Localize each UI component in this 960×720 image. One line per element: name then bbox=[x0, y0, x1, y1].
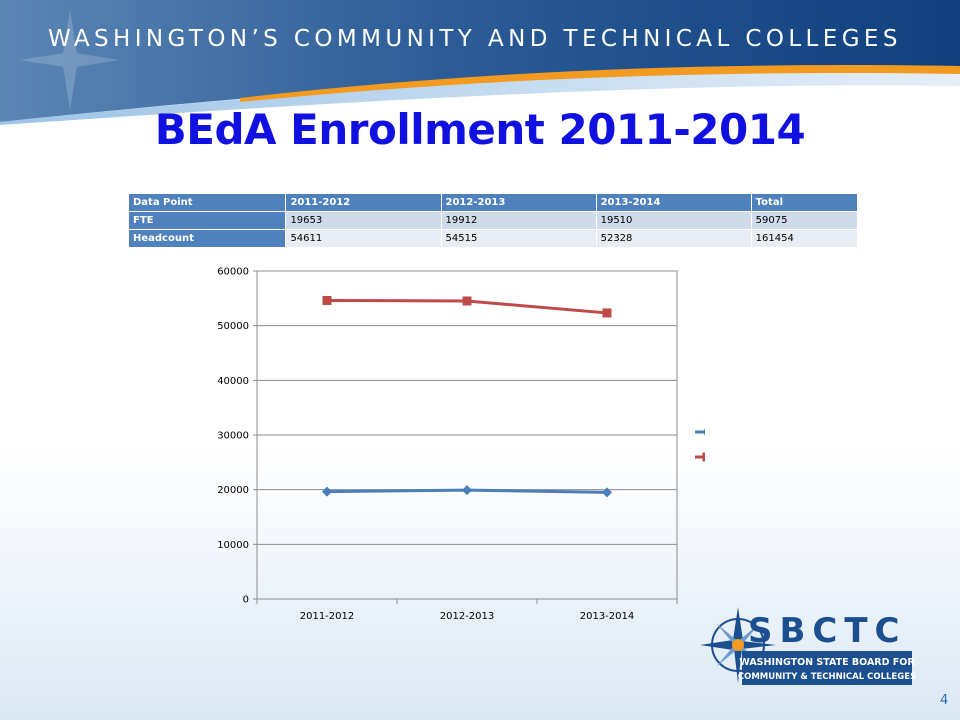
legend-marker bbox=[702, 429, 705, 435]
table-cell: 52328 bbox=[595, 229, 752, 248]
table-header-cell: 2012-2013 bbox=[440, 193, 597, 212]
y-tick-label: 50000 bbox=[217, 321, 249, 332]
table-header-cell: 2013-2014 bbox=[595, 193, 752, 212]
table-cell: 161454 bbox=[750, 229, 859, 248]
data-point-headcount bbox=[602, 308, 612, 318]
y-tick-label: 60000 bbox=[217, 267, 249, 278]
data-point-ftes bbox=[602, 487, 612, 498]
plot-area bbox=[256, 270, 678, 600]
table-row-label: Headcount bbox=[127, 229, 287, 248]
y-tick-label: 20000 bbox=[217, 485, 249, 496]
logo-band bbox=[742, 651, 912, 685]
page-number: 4 bbox=[940, 693, 949, 708]
table-header-cell: 2011-2012 bbox=[285, 193, 442, 212]
enrollment-line-chart: 0 10000 20000 30000 40000 50000 60000 2011-2012… bbox=[217, 267, 705, 622]
y-tick-label: 10000 bbox=[217, 540, 249, 551]
header-banner: WASHINGTON’S COMMUNITY AND TECHNICAL COL… bbox=[0, 0, 960, 125]
table-cell: 19653 bbox=[285, 211, 442, 230]
page-title: BEdA Enrollment 2011-2014 bbox=[154, 105, 806, 154]
logo-line2: COMMUNITY & TECHNICAL COLLEGES bbox=[738, 672, 916, 682]
logo-line1: WASHINGTON STATE BOARD FOR bbox=[739, 657, 915, 668]
data-point-headcount bbox=[322, 295, 332, 305]
x-tick-label: 2011-2012 bbox=[300, 611, 355, 622]
table-cell: 59075 bbox=[750, 211, 859, 230]
x-tick-label: 2013-2014 bbox=[580, 611, 635, 622]
table-cell: 19912 bbox=[440, 211, 597, 230]
enrollment-table: Data Point 2011-2012 2012-2013 2013-2014… bbox=[127, 193, 859, 248]
sbctc-logo: SBCTC WASHINGTON STATE BOARD FOR COMMUNI… bbox=[700, 607, 916, 685]
x-tick-label: 2012-2013 bbox=[440, 611, 495, 622]
data-point-headcount bbox=[462, 296, 472, 306]
table-row: FTE 19653 19912 19510 59075 bbox=[127, 211, 859, 230]
banner-title: WASHINGTON’S COMMUNITY AND TECHNICAL COL… bbox=[48, 26, 902, 52]
y-tick-label: 30000 bbox=[217, 431, 249, 442]
table-row-label: FTE bbox=[127, 211, 287, 230]
table-header-cell: Data Point bbox=[127, 193, 287, 212]
banner-graphic bbox=[0, 0, 960, 125]
table-header-row: Data Point 2011-2012 2012-2013 2013-2014… bbox=[127, 193, 859, 212]
table-cell: 54515 bbox=[440, 229, 597, 248]
table-row: Headcount 54611 54515 52328 161454 bbox=[127, 229, 859, 248]
data-point-ftes bbox=[322, 486, 332, 497]
y-tick-label: 40000 bbox=[217, 376, 249, 387]
logo-acronym: SBCTC bbox=[748, 611, 907, 651]
data-point-ftes bbox=[462, 485, 472, 496]
table-cell: 54611 bbox=[285, 229, 442, 248]
y-tick-label: 0 bbox=[243, 595, 249, 606]
legend-marker bbox=[702, 452, 705, 462]
table-header-cell: Total bbox=[750, 193, 859, 212]
table-cell: 19510 bbox=[595, 211, 752, 230]
